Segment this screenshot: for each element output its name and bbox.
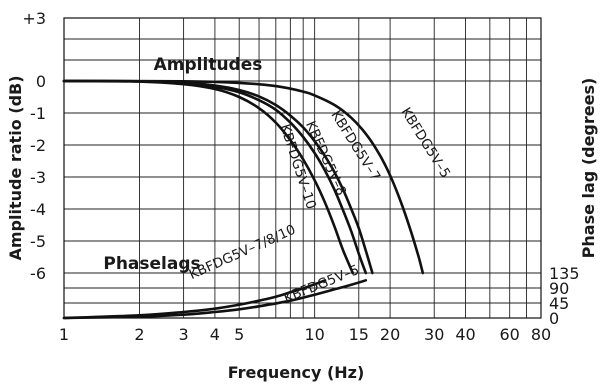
x-tick-label: 10 <box>304 325 324 344</box>
amplitude-tick-label: -5 <box>30 232 46 251</box>
x-tick-label: 20 <box>380 325 400 344</box>
amplitude-curve <box>62 79 425 275</box>
x-tick-label: 3 <box>178 325 188 344</box>
amplitude-tick-label: -3 <box>30 168 46 187</box>
amplitude-tick-label: -4 <box>30 200 46 219</box>
plot-frame <box>63 17 542 319</box>
amplitude-series-label: KBFDG5V–5 <box>397 105 453 181</box>
amplitude-tick-label: -1 <box>30 104 46 123</box>
phase-series-label: KBFDG5V–7/8/10 <box>187 222 298 283</box>
phase-tick-label: 45 <box>549 294 569 313</box>
x-tick-label: 30 <box>424 325 444 344</box>
phase-tick-label: 135 <box>549 264 580 283</box>
x-tick-label: 5 <box>234 325 244 344</box>
left-y-axis-title: Amplitude ratio (dB) <box>6 75 25 260</box>
x-axis-title: Frequency (Hz) <box>228 363 365 382</box>
phase-tick-label: 0 <box>549 309 559 328</box>
right-y-axis-title: Phase lag (degrees) <box>579 78 598 259</box>
x-tick-label: 4 <box>210 325 220 344</box>
amplitude-tick-label: -2 <box>30 136 46 155</box>
x-tick-label: 2 <box>134 325 144 344</box>
phase-tick-label: 90 <box>549 279 569 298</box>
x-tick-label: 15 <box>349 325 369 344</box>
amplitude-tick-label: +3 <box>22 9 46 28</box>
amplitude-tick-label: 0 <box>36 72 46 91</box>
amplitudes-annotation: Amplitudes <box>154 55 263 75</box>
phaselags-annotation: Phaselags <box>103 254 200 274</box>
x-tick-label: 1 <box>59 325 69 344</box>
x-tick-label: 80 <box>531 325 551 344</box>
tick-labels: 1 2 3 4 5 10 15 20 30 40 60 80+30-1-2-3-4-5-6 135904… <box>22 9 579 344</box>
phase-curve <box>62 279 327 320</box>
amplitude-tick-label: -6 <box>30 264 46 283</box>
x-tick-label: 40 <box>455 325 475 344</box>
x-tick-label: 60 <box>500 325 520 344</box>
amplitude-curve <box>62 79 374 275</box>
phase-curve <box>62 279 368 320</box>
